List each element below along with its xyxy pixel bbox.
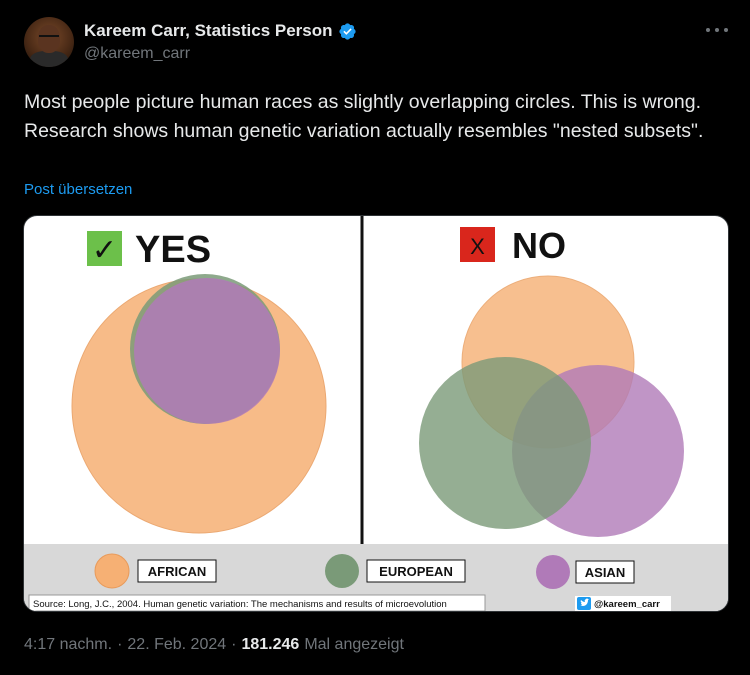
no-european-circle [419,357,591,529]
yes-label: YES [135,229,211,271]
tweet-text: Most people picture human races as sligh… [24,91,704,142]
x-mark: X [470,234,485,259]
more-options-icon[interactable] [706,22,728,38]
source-box [28,594,486,611]
check-icon [87,231,122,266]
author-name-row: Kareem Carr, Statistics Person [84,20,357,42]
view-count-label: Mal angezeigt [304,636,404,653]
yes-asian-circle [134,278,280,424]
avatar-glasses [39,35,59,40]
venn-comparison-graphic: ✓ YES X NO AFRICAN EUROPEAN ASI [24,216,728,611]
legend-european-label: EUROPEAN [379,564,453,579]
avatar-shirt [30,51,68,67]
translate-link[interactable]: Post übersetzen [24,181,133,198]
legend-european-swatch [325,554,359,588]
footer-separator: · [231,636,237,653]
legend-asian-swatch [536,555,570,589]
twitter-bird-shape [580,598,589,606]
watermark-text: @kareem_carr [594,599,660,610]
check-mark: ✓ [92,233,117,268]
legend-asian-label: ASIAN [585,565,625,580]
tweet-footer: 4:17 nachm. · 22. Feb. 2024 · 181.246 Ma… [24,636,404,654]
avatar-face [38,25,60,53]
author-handle[interactable]: @kareem_carr [84,45,191,62]
legend-african-swatch [94,553,130,589]
legend-african-label: AFRICAN [148,564,207,579]
legend-asian-box [575,560,635,584]
tweet-time[interactable]: 4:17 nachm. [24,636,113,653]
watermark-box [575,596,671,611]
no-label: NO [512,225,566,266]
source-text: Source: Long, J.C., 2004. Human genetic … [33,599,447,610]
view-count: 181.246 [241,636,300,653]
avatar[interactable] [24,17,74,67]
tweet-image[interactable]: ✓ YES X NO AFRICAN EUROPEAN ASI [23,215,729,612]
footer-separator: · [117,636,123,653]
legend-african-box [137,559,217,583]
verified-badge-icon [338,22,356,40]
tweet-date[interactable]: 22. Feb. 2024 [127,636,227,653]
x-icon [460,227,495,262]
legend-european-box [366,559,466,583]
author-display-name[interactable]: Kareem Carr, Statistics Person [84,21,333,40]
